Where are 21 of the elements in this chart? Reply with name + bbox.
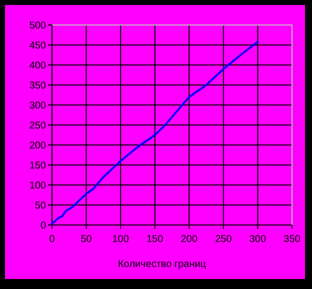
x-tick-label: 100 bbox=[112, 234, 130, 245]
x-axis-title: Количество границ bbox=[118, 259, 206, 270]
y-tick-label: 450 bbox=[29, 40, 46, 52]
y-tick-label: 300 bbox=[29, 100, 46, 112]
x-tick-label: 300 bbox=[249, 234, 266, 245]
x-tick-label: 0 bbox=[49, 234, 56, 245]
y-tick-label: 100 bbox=[29, 180, 46, 192]
x-tick-label: 350 bbox=[284, 234, 301, 245]
x-tick-label: 250 bbox=[215, 234, 232, 245]
y-tick-label: 250 bbox=[29, 120, 46, 132]
y-tick-label: 400 bbox=[29, 60, 46, 72]
y-tick-label: 350 bbox=[29, 80, 46, 92]
line-series bbox=[51, 40, 259, 225]
x-tick-label: 200 bbox=[180, 234, 198, 245]
x-tick-label: 150 bbox=[146, 234, 164, 245]
y-tick-label: 0 bbox=[40, 220, 46, 232]
x-tick-label: 50 bbox=[80, 234, 92, 245]
y-tick-label: 50 bbox=[34, 200, 46, 212]
y-tick-label: 200 bbox=[29, 140, 46, 152]
y-tick-label: 150 bbox=[29, 160, 46, 172]
y-tick-label: 500 bbox=[29, 20, 46, 32]
